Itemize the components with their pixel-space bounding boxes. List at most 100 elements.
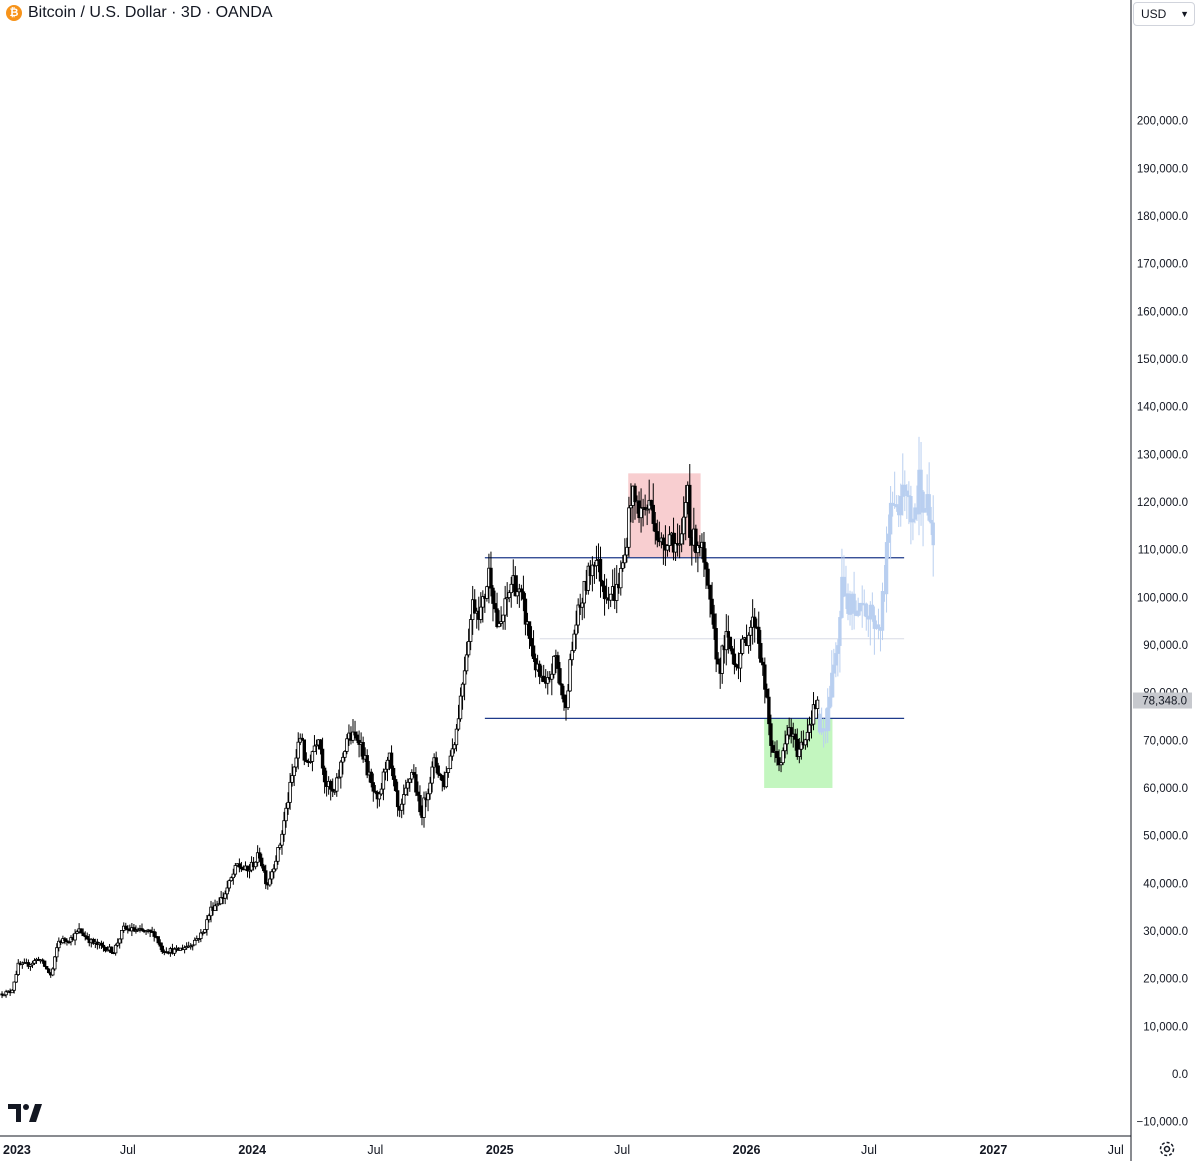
tradingview-logo-icon[interactable] <box>8 1104 42 1122</box>
candle <box>197 938 201 940</box>
projected-candle <box>880 591 885 631</box>
candle <box>775 751 779 759</box>
candle <box>481 596 485 608</box>
candle <box>779 762 783 766</box>
candle <box>497 623 501 628</box>
candle <box>371 782 375 792</box>
currency-select[interactable]: USD ▼ <box>1133 2 1195 26</box>
candle <box>726 631 731 638</box>
candle <box>600 580 605 587</box>
candle <box>28 964 33 967</box>
price-tick-label: 100,000.0 <box>1137 592 1188 604</box>
price-tick-label: 170,000.0 <box>1137 259 1188 271</box>
candle <box>117 938 122 944</box>
candle <box>284 807 288 822</box>
candle <box>272 868 276 873</box>
candle <box>156 936 160 944</box>
candle <box>312 745 317 753</box>
candle <box>452 744 457 750</box>
candle <box>513 575 517 597</box>
candle <box>541 675 546 683</box>
candle <box>438 773 442 776</box>
candle <box>462 670 467 685</box>
candle <box>746 634 751 647</box>
candle <box>769 723 773 746</box>
candle <box>414 774 418 793</box>
projected-candle <box>921 491 925 513</box>
candle <box>781 750 785 764</box>
candle <box>679 533 684 545</box>
candle <box>205 919 209 930</box>
candle <box>531 645 536 660</box>
candle <box>732 653 737 665</box>
gear-icon[interactable] <box>1156 1138 1178 1160</box>
candle <box>320 748 325 769</box>
candle <box>152 931 156 937</box>
candle <box>318 739 323 750</box>
time-axis[interactable]: 2023 Jul 2024 Jul 2025 Jul 2026 Jul 2027 Jul <box>0 1135 1131 1157</box>
last-price-badge <box>1133 692 1192 709</box>
candle <box>655 531 660 541</box>
candle <box>53 956 57 970</box>
candle <box>671 532 676 553</box>
candle <box>580 602 584 608</box>
candle <box>615 583 619 601</box>
candle <box>264 870 268 885</box>
price-axis[interactable]: −10,000.0 0.0 10,000.0 20,000.0 30,000.0 40,0… <box>1130 0 1192 1161</box>
candle <box>81 932 85 937</box>
candle <box>714 628 718 660</box>
candle <box>274 860 278 870</box>
candle <box>552 655 556 675</box>
candle <box>109 946 114 953</box>
candle <box>343 751 347 758</box>
candle <box>4 991 8 996</box>
candles-layer <box>0 464 820 999</box>
candle <box>418 795 422 813</box>
symbol-title[interactable]: Bitcoin / U.S. Dollar · 3D · OANDA <box>28 4 273 21</box>
candle <box>479 606 483 620</box>
candle <box>493 603 497 610</box>
price-tick-label: 10,000.0 <box>1143 1021 1188 1033</box>
candle <box>763 664 767 690</box>
candle <box>673 543 678 553</box>
candle <box>99 942 104 946</box>
candle <box>720 645 724 674</box>
candle <box>665 545 670 551</box>
candle <box>460 683 465 697</box>
price-tick-label: 110,000.0 <box>1138 545 1188 557</box>
candle <box>619 567 623 589</box>
candle <box>489 567 493 589</box>
candle <box>79 928 83 934</box>
candle <box>46 968 51 973</box>
candle <box>765 688 769 698</box>
time-tick-label: 2025 <box>486 1143 514 1157</box>
candle <box>450 748 455 757</box>
candle <box>353 731 357 736</box>
candle <box>247 869 252 872</box>
candle <box>383 768 388 773</box>
candle <box>608 593 613 601</box>
candle <box>101 944 106 948</box>
candle <box>32 960 37 964</box>
price-tick-label: −10,000.0 <box>1137 1117 1188 1129</box>
candle <box>643 507 647 510</box>
time-tick-label: Jul <box>861 1143 877 1157</box>
price-tick-label: 0.0 <box>1172 1069 1188 1081</box>
candle <box>223 893 227 899</box>
candle <box>286 801 290 809</box>
candle <box>759 643 763 663</box>
candle <box>16 962 20 975</box>
time-tick-label: 2024 <box>238 1143 266 1157</box>
candle <box>468 619 473 642</box>
candle <box>485 586 489 599</box>
projected-candle <box>848 613 852 615</box>
candle <box>428 782 432 795</box>
candle <box>140 928 144 931</box>
projected-candle <box>852 593 856 612</box>
projected-candle <box>817 713 822 733</box>
candle <box>623 554 627 564</box>
candle <box>724 631 728 651</box>
candle <box>290 775 294 783</box>
